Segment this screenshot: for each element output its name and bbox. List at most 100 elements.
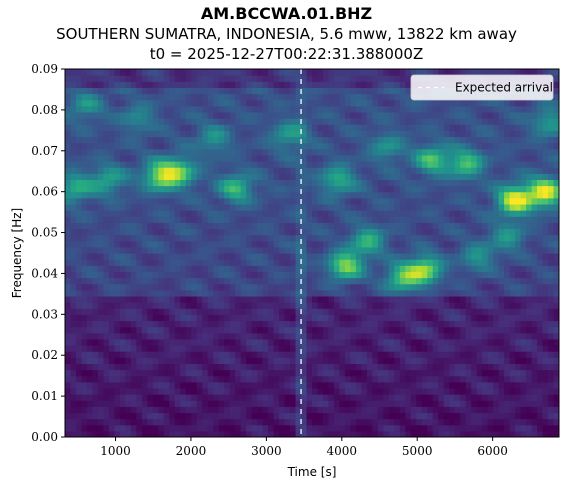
heatmap-cell [410,302,417,309]
heatmap-cell [339,375,346,383]
heatmap-cell [65,111,72,119]
heatmap-cell [476,265,483,272]
heatmap-cell [449,69,456,76]
heatmap-cell [432,259,439,266]
heatmap-cell [279,308,286,315]
heatmap-cell [366,320,373,328]
heatmap-cell [103,216,110,223]
heatmap-cell [498,345,505,352]
heatmap-cell [317,148,324,156]
heatmap-cell [257,381,264,389]
heatmap-cell [449,277,456,285]
heatmap-cell [185,136,192,144]
heatmap-cell [119,130,126,138]
heatmap-cell [322,418,330,426]
heatmap-cell [344,111,352,119]
heatmap-cell [163,271,170,279]
heatmap-cell [246,357,253,364]
heatmap-cell [103,406,110,414]
heatmap-cell [147,314,154,322]
heatmap-cell [344,167,352,174]
heatmap-cell [317,234,324,242]
heatmap-cell [125,387,132,395]
heatmap-cell [246,326,253,334]
heatmap-cell [333,320,341,328]
heatmap-cell [405,124,412,131]
heatmap-cell [130,338,137,346]
heatmap-cell [366,394,373,401]
heatmap-cell [394,253,401,260]
heatmap-cell [246,400,253,407]
heatmap-cell [207,265,214,272]
heatmap-cell [251,400,258,407]
heatmap-cell [262,161,269,168]
heatmap-cell [103,363,110,371]
heatmap-cell [471,253,478,260]
heatmap-cell [290,154,297,162]
heatmap-cell [460,295,467,303]
heatmap-cell [416,148,423,156]
heatmap-cell [482,338,489,346]
heatmap-cell [432,265,439,272]
heatmap-cell [70,320,77,328]
heatmap-cell [443,406,450,414]
heatmap-cell [471,375,478,383]
heatmap-cell [92,191,99,199]
heatmap-cell [339,400,346,407]
heatmap-cell [180,400,187,407]
heatmap-cell [273,99,280,107]
heatmap-cell [432,418,439,426]
heatmap-cell [246,240,253,248]
heatmap-cell [235,203,242,211]
heatmap-cell [427,283,434,291]
heatmap-cell [449,314,456,322]
heatmap-cell [449,179,456,187]
heatmap-cell [515,326,522,334]
heatmap-cell [487,130,494,138]
heatmap-cell [273,93,280,101]
heatmap-cell [158,381,165,389]
heatmap-cell [147,130,154,138]
heatmap-cell [246,185,253,193]
heatmap-cell [333,148,341,156]
heatmap-cell [273,412,280,420]
heatmap-cell [180,216,187,223]
heatmap-cell [130,234,137,242]
heatmap-cell [185,197,192,205]
heatmap-cell [504,179,511,187]
heatmap-cell [399,283,406,291]
heatmap-cell [476,387,483,395]
heatmap-cell [279,210,286,217]
heatmap-cell [410,289,417,297]
heatmap-cell [207,130,214,138]
heatmap-cell [147,289,154,297]
heatmap-cell [372,375,379,383]
heatmap-cell [75,191,83,199]
heatmap-cell [235,320,242,328]
heatmap-cell [284,265,291,272]
heatmap-cell [108,124,115,131]
heatmap-cell [125,161,132,168]
heatmap-cell [75,320,83,328]
heatmap-cell [75,400,83,407]
heatmap-cell [476,332,483,340]
heatmap-cell [169,406,176,414]
heatmap-cell [284,259,291,266]
heatmap-cell [394,363,401,371]
heatmap-cell [366,87,373,95]
heatmap-cell [81,375,88,383]
heatmap-cell [202,105,209,113]
heatmap-cell [169,111,176,119]
heatmap-cell [240,87,247,95]
heatmap-cell [427,265,434,272]
heatmap-cell [295,81,302,88]
heatmap-cell [180,124,187,131]
heatmap-cell [405,418,412,426]
heatmap-cell [350,118,357,125]
heatmap-cell [301,240,308,248]
heatmap-cell [163,259,170,266]
heatmap-cell [136,345,143,352]
heatmap-cell [498,148,505,156]
heatmap-cell [257,375,264,383]
heatmap-cell [185,210,192,217]
